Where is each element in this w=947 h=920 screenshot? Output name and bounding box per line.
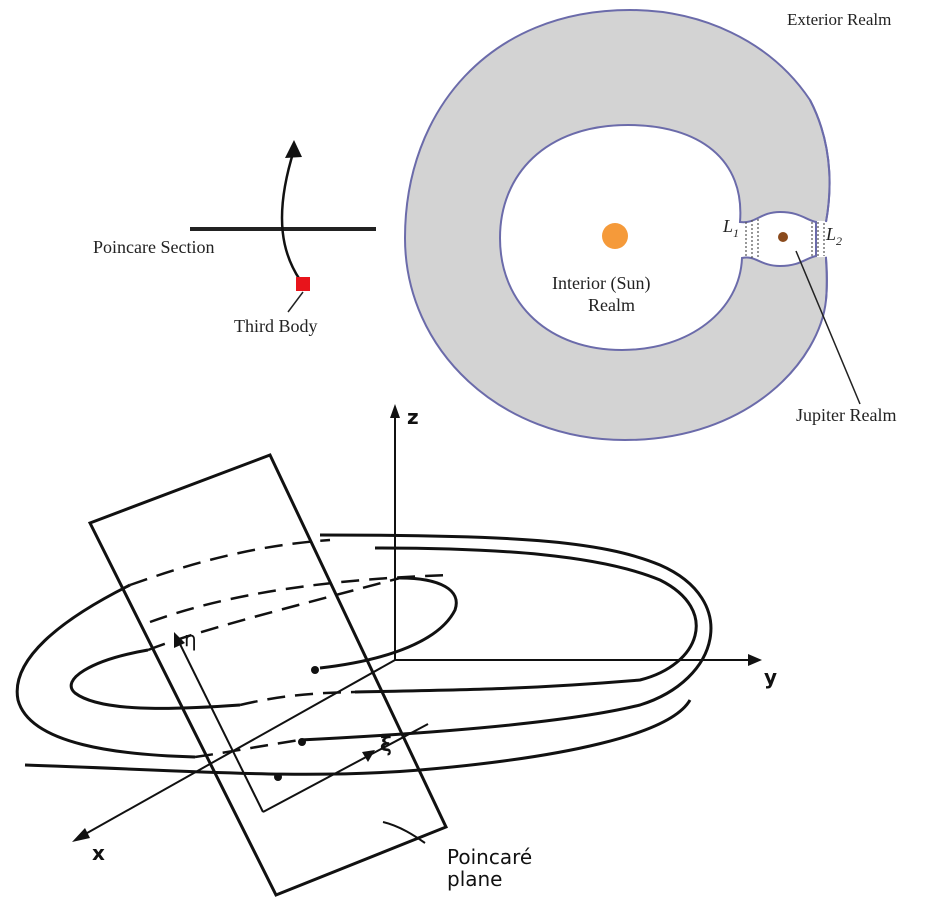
l1-label: L1 [722,216,739,240]
xi-axis [262,723,429,813]
third-body-leader [287,291,304,313]
l2-neck [811,222,825,256]
trajectory-arrowhead [285,140,302,158]
plane-label-2: plane [447,867,503,891]
trajectory-arc [280,149,302,281]
hill-realms-diagram: Interior (Sun) Realm Exterior Realm Jupi… [403,8,896,442]
interior-realm-label-1: Interior (Sun) [552,273,650,294]
l2-label: L2 [825,224,842,248]
eta-axis-arrowhead [174,632,185,648]
third-body-marker [296,277,310,291]
jupiter-marker [778,232,788,242]
crossing-point-1 [311,666,319,674]
third-body-label: Third Body [234,316,318,336]
plane-label-leader [382,821,426,844]
eta-axis-label: η [184,627,197,651]
poincare-section-label: Poincare Section [93,237,214,257]
x-axis [79,659,396,838]
xi-axis-label: ξ [380,732,392,756]
orbit-spiral [15,533,713,776]
z-axis-label: z [407,405,419,429]
y-axis-label: y [764,665,777,689]
l1-neck [745,219,759,259]
x-axis-label: x [92,841,105,865]
eta-axis [177,639,264,813]
jupiter-leader [795,250,861,405]
exterior-realm-label: Exterior Realm [787,10,891,29]
outer-curve-lower-end [825,257,828,301]
poincare-section-sketch: Poincare Section Third Body [93,140,376,336]
z-axis-arrowhead [390,404,400,418]
outer-curve-upper-end [809,99,831,223]
inner-zero-velocity-curve [498,123,817,352]
crossing-point-2 [298,738,306,746]
poincare-plane [87,453,449,897]
x-axis-arrowhead [72,828,90,842]
xi-axis-arrowhead [362,750,375,762]
poincare-plane-diagram: z y x η ξ Poincaré plane [15,404,777,897]
jupiter-realm-label: Jupiter Realm [796,405,896,425]
y-axis-arrowhead [748,654,762,666]
sun-marker [602,223,628,249]
crossing-point-3 [274,773,282,781]
interior-realm-label-2: Realm [588,295,635,315]
plane-label-1: Poincaré [447,845,532,869]
